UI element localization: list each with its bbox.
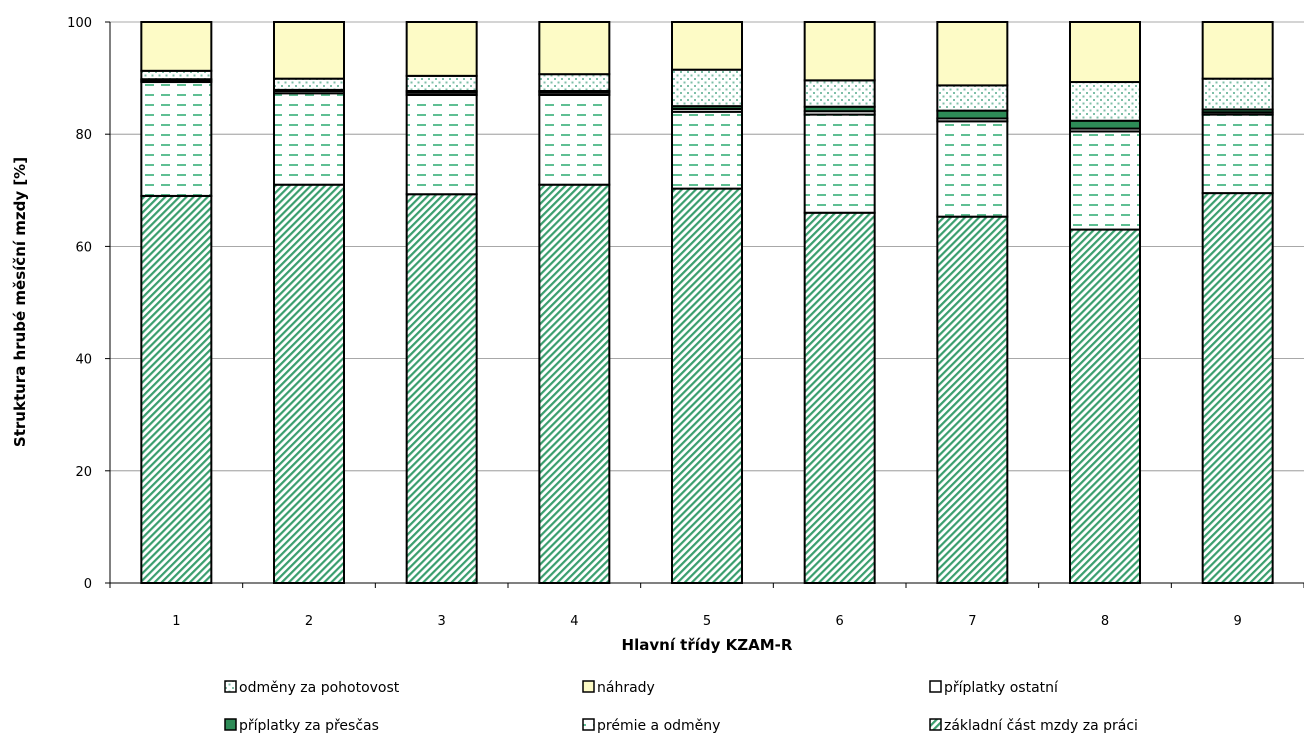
- bar-stack-3: [405, 21, 478, 585]
- bar-segment-s5: [671, 21, 743, 71]
- legend-label: náhrady: [597, 680, 655, 696]
- y-axis-title: Struktura hrubé měsíční mzdy [%]: [11, 157, 29, 447]
- x-tick-label: 6: [836, 614, 844, 629]
- y-tick-label: 60: [75, 240, 92, 255]
- legend-item: náhrady: [582, 680, 655, 696]
- bar-stack-6: [803, 21, 876, 585]
- x-tick-label: 3: [438, 614, 446, 629]
- legend-item: příplatky za přesčas: [224, 718, 379, 734]
- bar-stack-5: [671, 21, 743, 584]
- bar-segment-s4: [1201, 77, 1274, 111]
- legend: odměny za pohotovost náhrady příplatky ost…: [224, 680, 1138, 734]
- bar-stack-2: [273, 21, 345, 584]
- legend-swatch: [582, 718, 595, 731]
- tick-labels: 0 20 40 60 80 100 1 2 3 4 5 6 7 8 9: [67, 16, 1304, 629]
- legend-item: základní část mzdy za práci: [929, 718, 1138, 734]
- y-tick-label: 20: [75, 465, 92, 480]
- legend-label: příplatky za přesčas: [239, 718, 379, 734]
- bar-stack-4: [538, 21, 611, 584]
- bar-segment-s0: [405, 193, 478, 585]
- bar-segment-s4: [671, 68, 743, 108]
- y-tick-label: 40: [75, 353, 92, 368]
- bar-segment-s1: [273, 92, 345, 186]
- legend-item: prémie a odměny: [582, 718, 720, 734]
- bar-segment-s4: [538, 73, 611, 93]
- legend-item: příplatky ostatní: [929, 680, 1059, 696]
- bar-segment-s1: [671, 110, 743, 190]
- legend-item: odměny za pohotovost: [224, 680, 400, 696]
- bar-segment-s0: [936, 215, 1009, 585]
- bar-segment-s0: [538, 183, 611, 584]
- bar-segment-s1: [1069, 130, 1141, 231]
- bar-stack-8: [1069, 21, 1141, 584]
- bar-segment-s5: [936, 21, 1009, 87]
- bar-segment-s1: [538, 93, 611, 186]
- bar-segment-s5: [405, 21, 478, 77]
- axes: [109, 22, 1304, 584]
- bar-segment-s0: [140, 194, 213, 584]
- bars: [140, 21, 1274, 585]
- bar-segment-s5: [140, 21, 213, 72]
- legend-swatch: [224, 718, 237, 731]
- x-tick-label: 7: [968, 614, 976, 629]
- x-axis-title: Hlavní třídy KZAM-R: [622, 636, 793, 654]
- bar-segment-s5: [803, 21, 876, 82]
- bar-segment-s4: [405, 74, 478, 93]
- x-tick-label: 2: [305, 614, 313, 629]
- legend-label: prémie a odměny: [597, 718, 720, 734]
- bar-stack-7: [936, 21, 1009, 585]
- bar-stack-1: [140, 21, 213, 584]
- bar-segment-s1: [140, 81, 213, 197]
- legend-label: odměny za pohotovost: [239, 680, 400, 696]
- bar-segment-s0: [671, 187, 743, 584]
- bar-segment-s1: [803, 113, 876, 214]
- legend-swatch: [929, 680, 942, 693]
- bar-segment-s4: [936, 84, 1009, 112]
- bar-segment-s4: [140, 69, 213, 81]
- bar-segment-s5: [1069, 21, 1141, 84]
- bar-segment-s1: [936, 120, 1009, 218]
- y-tick-label: 0: [84, 577, 92, 592]
- bar-segment-s1: [405, 93, 478, 196]
- x-tick-label: 8: [1101, 614, 1109, 629]
- bar-segment-s4: [803, 79, 876, 108]
- bar-segment-s1: [1201, 113, 1274, 195]
- legend-swatch: [224, 680, 237, 693]
- bar-segment-s5: [538, 21, 611, 76]
- legend-swatch: [929, 718, 942, 731]
- y-tick-label: 80: [75, 128, 92, 143]
- legend-swatch: [582, 680, 595, 693]
- bar-segment-s4: [1069, 81, 1141, 122]
- bar-segment-s4: [273, 77, 345, 91]
- bar-stack-9: [1201, 21, 1274, 584]
- bar-segment-s5: [1201, 21, 1274, 80]
- y-tick-label: 100: [67, 16, 92, 31]
- bar-segment-s3: [936, 109, 1009, 120]
- legend-label: základní část mzdy za práci: [944, 718, 1138, 734]
- x-tick-label: 9: [1234, 614, 1242, 629]
- bar-segment-s0: [273, 183, 345, 584]
- legend-label: příplatky ostatní: [944, 680, 1059, 696]
- bar-segment-s0: [1201, 192, 1274, 584]
- x-tick-label: 5: [703, 614, 711, 629]
- x-tick-label: 1: [172, 614, 180, 629]
- bar-segment-s5: [273, 21, 345, 80]
- x-tick-label: 4: [570, 614, 578, 629]
- bar-segment-s0: [1069, 228, 1141, 584]
- bar-segment-s3: [1069, 119, 1141, 130]
- bar-segment-s0: [803, 211, 876, 585]
